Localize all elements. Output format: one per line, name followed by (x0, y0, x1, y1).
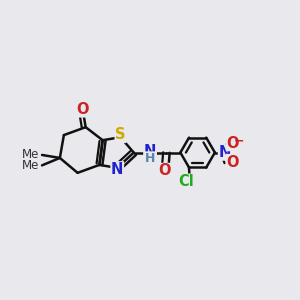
Text: −: − (233, 134, 244, 147)
Text: +: + (226, 142, 236, 152)
Text: Me: Me (22, 148, 40, 161)
Text: N: N (111, 162, 123, 177)
Text: N: N (144, 144, 156, 159)
Text: N: N (218, 145, 231, 160)
Text: Me: Me (22, 160, 40, 172)
Text: O: O (226, 154, 239, 169)
Text: H: H (145, 152, 155, 165)
Text: O: O (159, 164, 171, 178)
Text: Cl: Cl (178, 174, 194, 189)
Text: O: O (226, 136, 239, 151)
Text: S: S (115, 128, 126, 142)
Text: O: O (76, 102, 89, 117)
